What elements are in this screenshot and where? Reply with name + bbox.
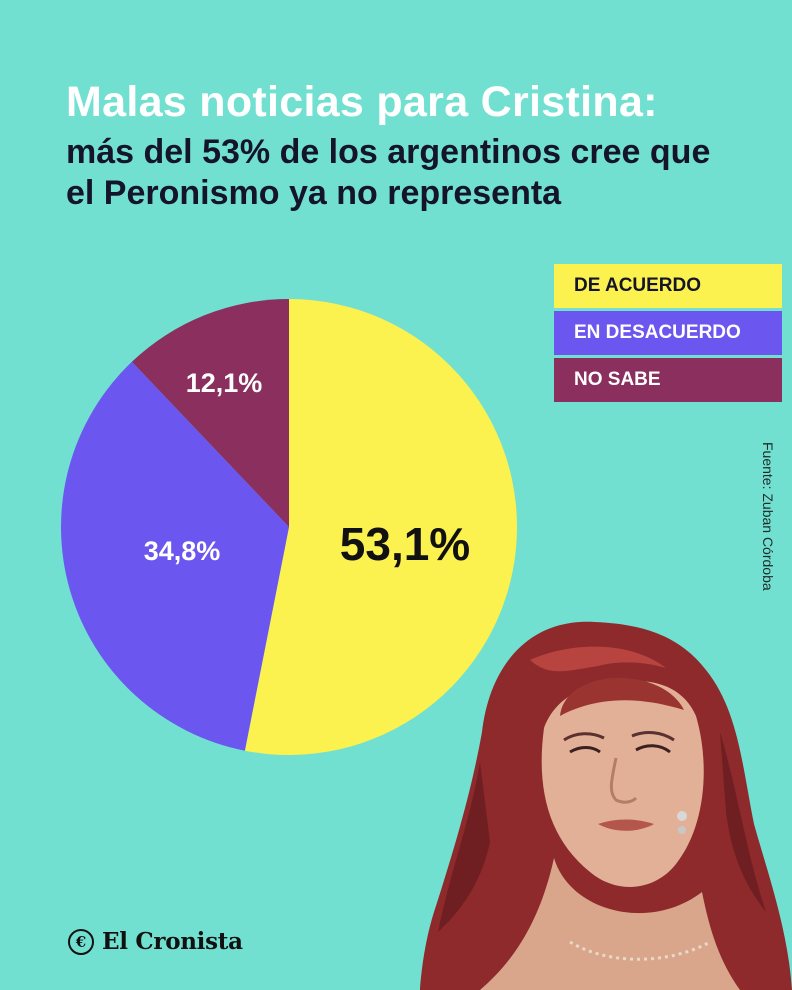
brand-logo: € El Cronista <box>68 928 243 955</box>
pie-label-en-desacuerdo: 34,8% <box>144 536 221 566</box>
subheadline: más del 53% de los argentinos cree que e… <box>66 133 711 212</box>
legend-item-de-acuerdo: DE ACUERDO <box>554 264 782 308</box>
headline: Malas noticias para Cristina: <box>66 78 658 126</box>
legend: DE ACUERDO EN DESACUERDO NO SABE <box>554 264 782 405</box>
brand-name: El Cronista <box>102 928 243 955</box>
legend-item-en-desacuerdo: EN DESACUERDO <box>554 311 782 355</box>
pie-slice-no-sabe <box>131 299 289 527</box>
pie-label-no-sabe: 12,1% <box>186 368 263 398</box>
pie-slice-de-acuerdo <box>244 299 517 755</box>
source-note: Fuente: Zuban Córdoba <box>760 442 776 591</box>
portrait-photo <box>420 612 792 990</box>
copyright-c-icon: € <box>68 928 94 955</box>
pie-label-de-acuerdo: 53,1% <box>340 518 470 570</box>
pie-slice-en-desacuerdo <box>60 361 289 751</box>
legend-item-no-sabe: NO SABE <box>554 358 782 402</box>
